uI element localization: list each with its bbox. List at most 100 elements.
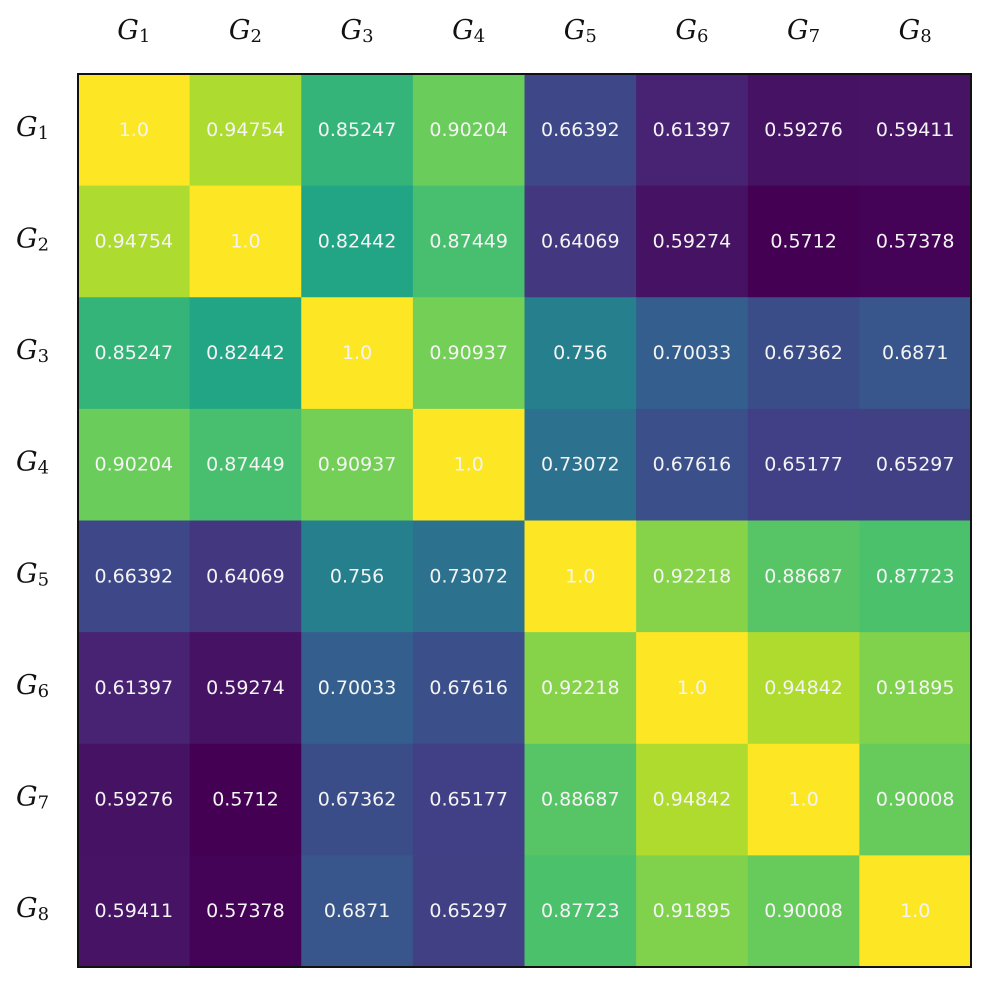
cell-value-label: 0.5712 [212,789,278,811]
cell-value-label: 0.67616 [653,454,732,476]
y-tick-label: G2 [16,223,49,255]
heatmap-cell-r2-c6 [636,185,749,298]
cell-value-label: 0.64069 [541,230,620,252]
heatmap-cell-r8-c7 [747,855,860,968]
heatmap-cell-r4-c6 [636,408,749,521]
cell-value-label: 0.90008 [764,900,843,922]
cell-value-label: 0.59276 [95,789,174,811]
heatmap-cell-r3-c3 [301,297,414,410]
cell-value-label: 0.94842 [764,677,843,699]
heatmap-cell-r4-c3 [301,408,414,521]
y-tick-label: G5 [16,558,49,590]
heatmap-cell-r1-c4 [412,74,525,187]
x-tick-label: G1 [117,15,150,47]
cell-value-label: 0.59276 [764,119,843,141]
cell-value-label: 0.90204 [429,119,508,141]
cell-value-label: 0.59274 [206,677,285,699]
y-tick-labels: G1 G2 G3 G4 G5 G6 G7 G8 [16,111,49,924]
x-tick-label: G2 [229,15,262,47]
cell-value-label: 0.90008 [876,789,955,811]
heatmap-cell-r5-c2 [189,520,302,633]
cell-value-label: 0.67362 [764,342,843,364]
cell-value-label: 0.87449 [429,230,508,252]
x-tick-label: G4 [452,15,485,47]
cell-value-label: 0.61397 [95,677,174,699]
heatmap-cell-r7-c7 [747,743,860,856]
cell-value-label: 0.59274 [653,230,732,252]
heatmap-cell-r2-c3 [301,185,414,298]
cell-value-label: 0.66392 [541,119,620,141]
heatmap-cell-r5-c6 [636,520,749,633]
heatmap-cell-r8-c1 [78,855,191,968]
cell-value-label: 0.94754 [206,119,285,141]
heatmap-cell-r2-c4 [412,185,525,298]
cell-value-label: 0.88687 [764,565,843,587]
cell-value-label: 0.90937 [318,454,397,476]
cell-value-label: 0.5712 [770,230,836,252]
cell-value-label: 1.0 [230,230,260,252]
cell-value-label: 0.57378 [876,230,955,252]
heatmap-cell-r3-c5 [524,297,637,410]
cell-value-label: 0.66392 [95,565,174,587]
heatmap-cell-r6-c4 [412,632,525,745]
cell-value-label: 1.0 [119,119,149,141]
heatmap-cell-r7-c8 [859,743,972,856]
heatmap-cell-r8-c3 [301,855,414,968]
heatmap-cell-r8-c6 [636,855,749,968]
cell-value-label: 0.756 [553,342,607,364]
heatmap-cell-r6-c7 [747,632,860,745]
heatmap-cell-r5-c1 [78,520,191,633]
cell-value-label: 1.0 [788,789,818,811]
heatmap-cell-r1-c1 [78,74,191,187]
cell-value-label: 0.70033 [653,342,732,364]
heatmap-cell-r6-c3 [301,632,414,745]
heatmap-cell-r8-c4 [412,855,525,968]
heatmap-cell-r3-c8 [859,297,972,410]
heatmap-cell-r2-c8 [859,185,972,298]
y-tick-label: G4 [16,446,49,478]
cell-value-label: 0.65297 [429,900,508,922]
y-tick-label: G1 [16,111,49,143]
cell-value-label: 0.91895 [876,677,955,699]
cell-value-label: 0.85247 [95,342,174,364]
cell-value-label: 0.57378 [206,900,285,922]
heatmap-cell-r3-c4 [412,297,525,410]
cell-value-label: 0.94842 [653,789,732,811]
cell-value-label: 0.82442 [206,342,285,364]
cell-value-label: 0.85247 [318,119,397,141]
heatmap-cell-r8-c5 [524,855,637,968]
y-tick-label: G7 [16,781,49,813]
x-tick-labels: G1 G2 G3 G4 G5 G6 G7 G8 [117,15,931,47]
cell-value-label: 1.0 [900,900,930,922]
heatmap-cell-r3-c1 [78,297,191,410]
heatmap-cell-r5-c4 [412,520,525,633]
heatmap-cell-r6-c2 [189,632,302,745]
heatmap-cell-r1-c5 [524,74,637,187]
heatmap-cell-r4-c2 [189,408,302,521]
heatmap-cell-r2-c7 [747,185,860,298]
cell-value-label: 0.65177 [429,789,508,811]
heatmap-cell-r6-c1 [78,632,191,745]
heatmap-cell-r7-c3 [301,743,414,856]
cell-value-label: 0.82442 [318,230,397,252]
cell-value-label: 0.90204 [95,454,174,476]
x-tick-label: G6 [675,15,708,47]
heatmap-cell-r7-c2 [189,743,302,856]
heatmap-cell-r6-c8 [859,632,972,745]
heatmap-cell-r5-c7 [747,520,860,633]
cell-value-label: 0.65177 [764,454,843,476]
heatmap-cell-r1-c8 [859,74,972,187]
heatmap-cell-r1-c3 [301,74,414,187]
cell-value-label: 0.87723 [876,565,955,587]
cell-value-label: 0.73072 [541,454,620,476]
heatmap-cell-r5-c3 [301,520,414,633]
cell-value-label: 0.67362 [318,789,397,811]
heatmap-cell-r4-c4 [412,408,525,521]
cell-value-label: 0.92218 [541,677,620,699]
cell-value-label: 1.0 [454,454,484,476]
heatmap-cell-r8-c8 [859,855,972,968]
heatmap-cell-r6-c5 [524,632,637,745]
x-tick-label: G3 [341,15,374,47]
heatmap-cell-r4-c1 [78,408,191,521]
